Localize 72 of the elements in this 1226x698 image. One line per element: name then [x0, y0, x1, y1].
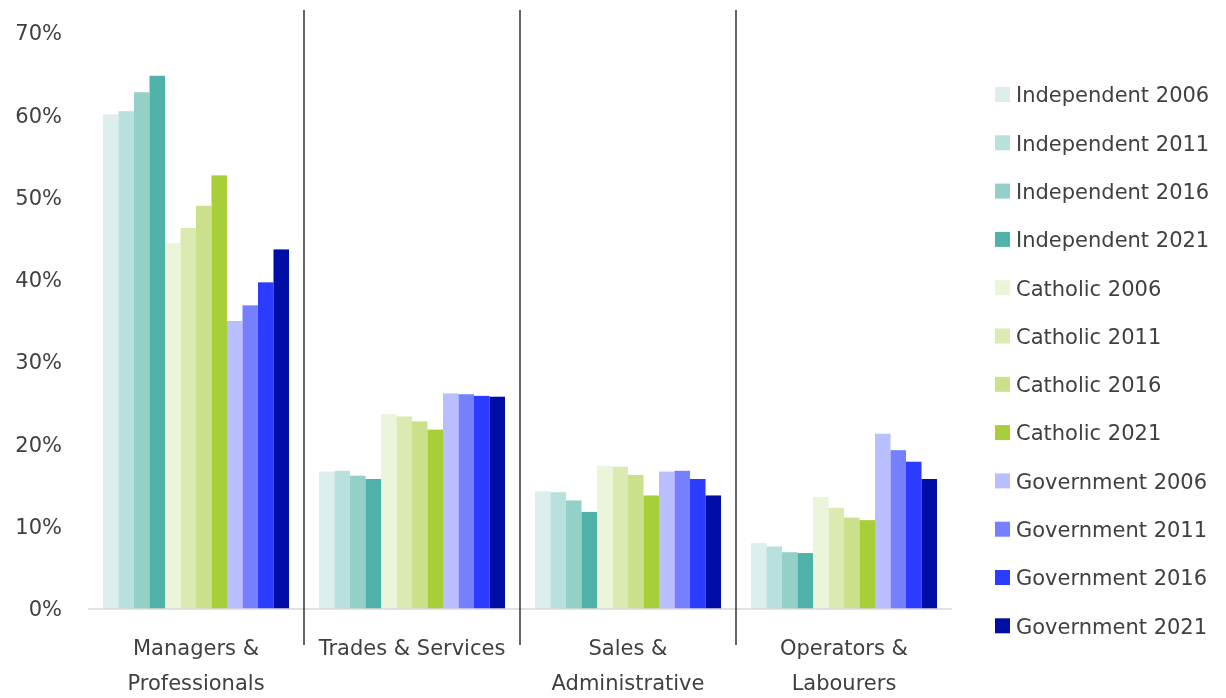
bar — [273, 249, 289, 609]
bar — [890, 450, 906, 609]
legend-label: Catholic 2011 — [1016, 324, 1162, 349]
bar — [103, 114, 119, 609]
legend-label: Independent 2016 — [1016, 179, 1210, 204]
bar — [427, 429, 443, 609]
x-tick-label: Operators & Labourers — [780, 636, 908, 695]
bar — [859, 520, 875, 609]
bar — [690, 478, 706, 609]
bar — [258, 282, 274, 609]
bar — [566, 500, 582, 609]
bar — [674, 470, 690, 609]
y-tick-label: 30% — [15, 350, 62, 375]
bar — [334, 470, 350, 609]
bar — [196, 205, 212, 609]
y-tick-label: 0% — [28, 597, 62, 622]
legend-label: Catholic 2006 — [1016, 276, 1162, 301]
bar — [149, 75, 165, 609]
x-tick-label: Managers & Professionals — [127, 636, 265, 695]
y-tick-label: 60% — [15, 103, 62, 128]
bar — [489, 396, 505, 609]
legend-label: Independent 2011 — [1016, 131, 1210, 156]
legend-label: Independent 2021 — [1016, 228, 1210, 253]
y-tick-label: 40% — [15, 268, 62, 293]
bar — [797, 553, 813, 609]
bar — [628, 474, 644, 609]
legend-label: Government 2016 — [1016, 566, 1208, 591]
bar — [581, 511, 597, 609]
bar — [242, 305, 258, 609]
bar — [751, 543, 767, 609]
legend-label: Independent 2006 — [1016, 83, 1210, 108]
legend-label: Catholic 2021 — [1016, 421, 1162, 446]
bar — [319, 471, 335, 609]
x-tick-label: Trades & Services — [317, 636, 506, 660]
bar — [906, 461, 922, 609]
bar — [227, 321, 243, 609]
bar — [211, 175, 227, 609]
bar — [350, 475, 366, 609]
bar — [782, 552, 798, 609]
bar — [921, 478, 937, 609]
bar — [396, 416, 412, 609]
bar — [643, 495, 659, 609]
bar — [766, 546, 782, 609]
bar — [118, 111, 134, 609]
y-tick-label: 20% — [15, 432, 62, 457]
y-tick-label: 70% — [15, 21, 62, 46]
legend-label: Government 2011 — [1016, 518, 1208, 543]
bar — [474, 395, 490, 609]
bar — [381, 413, 397, 609]
bar — [365, 478, 381, 609]
bar — [134, 92, 150, 609]
bar — [813, 497, 829, 609]
y-tick-label: 10% — [15, 515, 62, 540]
bar — [458, 394, 474, 609]
bar — [875, 433, 891, 609]
bar — [844, 517, 860, 609]
legend-label: Government 2021 — [1016, 614, 1208, 639]
bar — [443, 393, 459, 609]
legend-label: Government 2006 — [1016, 469, 1208, 494]
y-tick-label: 50% — [15, 185, 62, 210]
bar — [597, 465, 613, 609]
bar — [165, 242, 181, 609]
bar — [550, 492, 566, 609]
bar — [828, 507, 844, 609]
bar — [180, 228, 196, 609]
legend-label: Catholic 2016 — [1016, 373, 1162, 398]
bar — [705, 495, 721, 609]
x-tick-label: Sales & Administrative — [551, 636, 705, 695]
bar — [412, 421, 428, 609]
bar — [535, 491, 551, 609]
bar — [612, 466, 628, 609]
bar — [659, 471, 675, 609]
